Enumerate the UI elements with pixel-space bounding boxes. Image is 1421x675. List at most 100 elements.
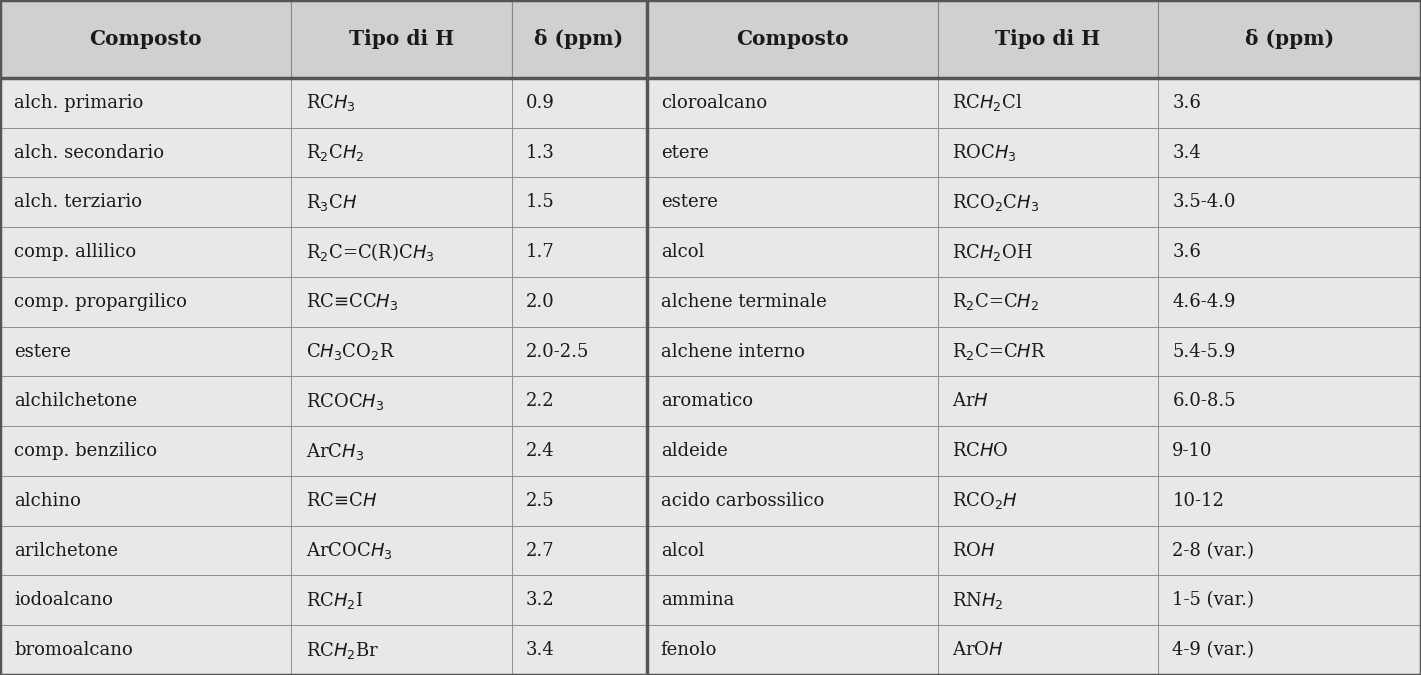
Bar [647, 0, 938, 78]
Text: 1.3: 1.3 [526, 144, 554, 161]
Bar [647, 576, 938, 625]
Text: estere: estere [661, 193, 718, 211]
Bar [291, 0, 512, 78]
Text: 2.7: 2.7 [526, 541, 554, 560]
Text: Tipo di H: Tipo di H [350, 29, 453, 49]
Bar [0, 327, 291, 377]
Text: Composto: Composto [736, 29, 848, 49]
Text: R$_3$C$H$: R$_3$C$H$ [306, 192, 357, 213]
Text: R$_2$C=C(R)C$H_3$: R$_2$C=C(R)C$H_3$ [306, 241, 435, 263]
Text: 1.5: 1.5 [526, 193, 554, 211]
Text: RC≡CC$H_3$: RC≡CC$H_3$ [306, 292, 398, 313]
Bar [938, 78, 1158, 128]
Text: 2.0-2.5: 2.0-2.5 [526, 343, 590, 360]
Bar [0, 0, 291, 78]
Bar [647, 128, 938, 178]
Text: arilchetone: arilchetone [14, 541, 118, 560]
Text: bromoalcano: bromoalcano [14, 641, 134, 659]
Bar [291, 625, 512, 675]
Bar [1158, 625, 1421, 675]
Bar [0, 377, 291, 426]
Text: ArO$H$: ArO$H$ [952, 641, 1003, 659]
Bar [647, 476, 938, 526]
Bar [0, 576, 291, 625]
Text: Tipo di H: Tipo di H [996, 29, 1100, 49]
Text: estere: estere [14, 343, 71, 360]
Bar [512, 576, 647, 625]
Bar [291, 78, 512, 128]
Text: alchene interno: alchene interno [661, 343, 804, 360]
Text: RCO$_2$$H$: RCO$_2$$H$ [952, 490, 1017, 512]
Bar [0, 277, 291, 327]
Text: comp. allilico: comp. allilico [14, 243, 136, 261]
Bar [938, 377, 1158, 426]
Bar [512, 526, 647, 576]
Bar [1158, 327, 1421, 377]
Text: R$_2$C$H_2$: R$_2$C$H_2$ [306, 142, 364, 163]
Bar [0, 476, 291, 526]
Text: fenolo: fenolo [661, 641, 718, 659]
Bar [291, 576, 512, 625]
Text: 5.4-5.9: 5.4-5.9 [1172, 343, 1236, 360]
Text: etere: etere [661, 144, 709, 161]
Text: alcol: alcol [661, 243, 705, 261]
Text: 2.5: 2.5 [526, 492, 554, 510]
Text: C$H_3$CO$_2$R: C$H_3$CO$_2$R [306, 341, 395, 362]
Text: 0.9: 0.9 [526, 94, 554, 112]
Bar [938, 227, 1158, 277]
Text: alchino: alchino [14, 492, 81, 510]
Bar [512, 128, 647, 178]
Bar [647, 377, 938, 426]
Text: RC≡C$H$: RC≡C$H$ [306, 492, 377, 510]
Bar [1158, 78, 1421, 128]
Bar [512, 178, 647, 227]
Text: alch. terziario: alch. terziario [14, 193, 142, 211]
Text: 3.4: 3.4 [1172, 144, 1201, 161]
Bar [1158, 178, 1421, 227]
Bar [0, 78, 291, 128]
Text: alchilchetone: alchilchetone [14, 392, 138, 410]
Text: R$_2$C=C$H$R: R$_2$C=C$H$R [952, 341, 1046, 362]
Text: RC$H_2$I: RC$H_2$I [306, 590, 362, 611]
Bar [938, 128, 1158, 178]
Text: RC$H_2$Cl: RC$H_2$Cl [952, 92, 1023, 113]
Text: alch. secondario: alch. secondario [14, 144, 165, 161]
Text: 3.2: 3.2 [526, 591, 554, 610]
Bar [938, 426, 1158, 476]
Bar [938, 576, 1158, 625]
Text: RC$H_2$Br: RC$H_2$Br [306, 640, 379, 661]
Bar [938, 0, 1158, 78]
Bar [647, 227, 938, 277]
Text: δ (ppm): δ (ppm) [1245, 29, 1334, 49]
Text: cloroalcano: cloroalcano [661, 94, 767, 112]
Text: δ (ppm): δ (ppm) [534, 29, 624, 49]
Text: 3.6: 3.6 [1172, 94, 1201, 112]
Text: 2.4: 2.4 [526, 442, 554, 460]
Bar [291, 426, 512, 476]
Text: RCO$_2$C$H_3$: RCO$_2$C$H_3$ [952, 192, 1039, 213]
Bar [1158, 277, 1421, 327]
Text: 2.0: 2.0 [526, 293, 554, 310]
Bar [512, 0, 647, 78]
Bar [291, 476, 512, 526]
Bar [938, 526, 1158, 576]
Bar [647, 526, 938, 576]
Bar [291, 327, 512, 377]
Text: 3.4: 3.4 [526, 641, 554, 659]
Text: RC$H_3$: RC$H_3$ [306, 92, 355, 113]
Bar [647, 327, 938, 377]
Text: 2-8 (var.): 2-8 (var.) [1172, 541, 1255, 560]
Bar [938, 178, 1158, 227]
Bar [938, 625, 1158, 675]
Bar [938, 476, 1158, 526]
Text: 1.7: 1.7 [526, 243, 554, 261]
Bar [1158, 227, 1421, 277]
Text: alcol: alcol [661, 541, 705, 560]
Text: 4-9 (var.): 4-9 (var.) [1172, 641, 1255, 659]
Bar [512, 277, 647, 327]
Text: RN$H_2$: RN$H_2$ [952, 590, 1003, 611]
Text: 4.6-4.9: 4.6-4.9 [1172, 293, 1236, 310]
Text: RC$H$O: RC$H$O [952, 442, 1009, 460]
Text: iodoalcano: iodoalcano [14, 591, 114, 610]
Text: 3.6: 3.6 [1172, 243, 1201, 261]
